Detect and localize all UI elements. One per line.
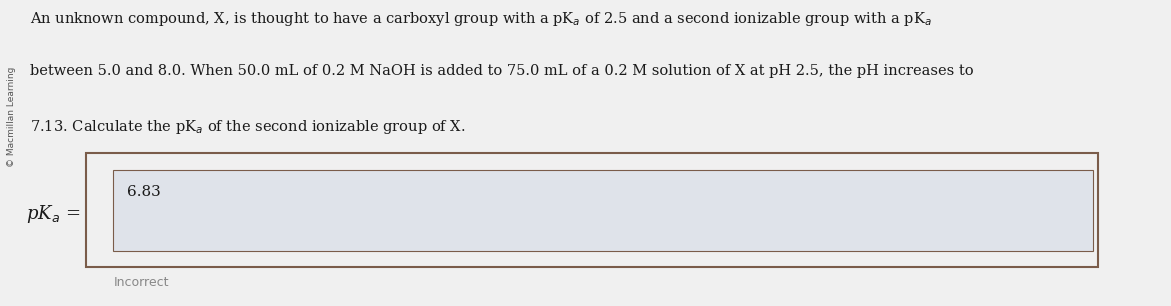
Text: between 5.0 and 8.0. When 50.0 mL of 0.2 M NaOH is added to 75.0 mL of a 0.2 M s: between 5.0 and 8.0. When 50.0 mL of 0.2… bbox=[30, 64, 974, 78]
Text: © Macmillan Learning: © Macmillan Learning bbox=[7, 67, 16, 167]
Text: pK$_a$ =: pK$_a$ = bbox=[26, 203, 81, 225]
FancyBboxPatch shape bbox=[85, 153, 1098, 267]
Text: 6.83: 6.83 bbox=[126, 185, 160, 199]
Text: 7.13. Calculate the pK$_a$ of the second ionizable group of X.: 7.13. Calculate the pK$_a$ of the second… bbox=[30, 118, 466, 136]
FancyBboxPatch shape bbox=[114, 170, 1093, 251]
Text: Incorrect: Incorrect bbox=[114, 276, 169, 289]
Text: An unknown compound, X, is thought to have a carboxyl group with a pK$_a$ of 2.5: An unknown compound, X, is thought to ha… bbox=[30, 10, 932, 28]
